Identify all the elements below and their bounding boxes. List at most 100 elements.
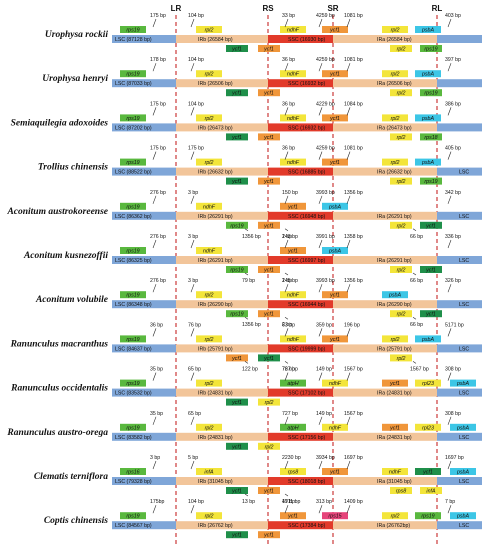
irb-label: IRb (25791 bp)	[198, 346, 233, 352]
irb-segment	[176, 521, 268, 530]
gene-label: ndhF	[203, 249, 216, 255]
gene-label: ycf1	[263, 135, 274, 141]
distance-label: 36 bp	[282, 101, 295, 107]
gene-box	[322, 202, 348, 210]
gene-box	[258, 310, 280, 318]
gene-label: psbA	[456, 425, 470, 431]
distance-label: 149 bp	[316, 367, 332, 373]
distance-arrow	[190, 416, 195, 425]
distance-label: 3 bp	[188, 234, 198, 240]
gene-box	[258, 221, 280, 229]
gene-box	[322, 114, 348, 122]
gene-box	[322, 468, 348, 475]
distance-label: 3 bp	[188, 278, 198, 284]
gene-box	[226, 442, 248, 450]
distance-label: 35 bp	[150, 367, 163, 373]
distance-arrow	[152, 328, 157, 337]
distance-arrow	[346, 416, 351, 425]
distance-arrow	[152, 63, 157, 72]
distance-arrow	[152, 372, 157, 381]
gene-label: ycf1	[263, 489, 274, 495]
distance-label: 4259 bp	[316, 57, 335, 63]
distance-arrow	[284, 416, 289, 425]
gene-label: ndhF	[287, 160, 300, 166]
ssc-label: SSC (16948 bp)	[288, 214, 325, 220]
gene-label: ycf1	[329, 72, 340, 78]
gene-label: ycf1	[231, 489, 242, 495]
distance-label: 2 bp	[282, 234, 292, 240]
species-row: Clematis terniflora LSC (79328 bp) IRb (31…	[34, 455, 482, 505]
gene-label: rps19	[126, 116, 139, 122]
lsc-label: LSC (87202 bp)	[115, 125, 152, 131]
lsc-end-segment	[437, 79, 482, 88]
gene-label: psbA	[388, 293, 402, 299]
distance-arrow	[190, 195, 195, 204]
gene-label: atpH	[287, 425, 298, 431]
gene-box	[390, 266, 412, 273]
species-row: Ranunculus austro-orega LSC (83582 bp) IRb…	[6, 411, 482, 450]
gene-box	[415, 379, 441, 387]
ira-label: IRa (26584 bp)	[377, 37, 412, 43]
gene-box	[120, 335, 146, 343]
gene-box	[196, 26, 222, 33]
ssc-segment	[268, 35, 333, 43]
distance-label: 336 bp	[445, 234, 461, 240]
gene-box	[390, 354, 412, 362]
gene-box	[382, 379, 408, 387]
distance-label: 727 bp	[282, 411, 298, 417]
gene-box	[382, 512, 408, 520]
gene-box	[280, 291, 306, 299]
irb-label: IRb (26584 bp)	[198, 37, 233, 43]
species-row: Coptis chinensis LSC (84567 bp) IRb (26762…	[44, 499, 482, 539]
distance-arrow	[346, 151, 351, 160]
ssc-segment	[268, 432, 333, 441]
gene-box	[420, 487, 442, 494]
gene-label: rpl2	[265, 444, 274, 450]
distance-arrow	[346, 18, 351, 28]
distance-label: 175 bp	[188, 146, 204, 152]
gene-box	[120, 114, 146, 122]
gene-box	[322, 158, 348, 166]
distance-label: 5 bp	[188, 455, 198, 461]
distance-arrow	[152, 460, 157, 470]
gene-box	[420, 310, 442, 318]
lsc-end-segment	[437, 300, 482, 309]
gene-box	[280, 158, 306, 166]
distance-label: 36 bp	[150, 322, 163, 328]
distance-label: 196 bp	[344, 322, 360, 328]
gene-box	[196, 291, 222, 299]
gene-label: ndhF	[389, 470, 402, 476]
distance-label: 727 bp	[282, 367, 298, 373]
gene-box	[420, 266, 442, 273]
gene-label: rps19	[126, 72, 139, 78]
gene-box	[280, 202, 306, 210]
gene-label: psbA	[421, 337, 435, 343]
gene-box	[390, 310, 412, 318]
distance-arrow	[190, 372, 195, 381]
distance-arrow	[346, 195, 351, 204]
gene-label: rps8	[288, 470, 298, 476]
lsc-segment	[112, 35, 176, 43]
gene-label: ycf1	[263, 179, 274, 185]
distance-arrow	[152, 505, 157, 514]
gene-box	[226, 487, 248, 494]
gene-label: ycf1	[263, 47, 274, 53]
lsc-end-segment	[437, 123, 482, 132]
distance-arrow	[346, 505, 351, 514]
lsc-label: LSC (86348 bp)	[115, 302, 152, 308]
ssc-segment	[268, 300, 333, 309]
irb-segment	[176, 300, 268, 309]
ira-label: IRa (26291 bp)	[377, 214, 412, 220]
gene-label: ycf1	[287, 514, 298, 520]
gene-label: ndhF	[329, 425, 342, 431]
gene-label: rps19	[126, 381, 139, 387]
gene-box	[420, 221, 442, 229]
lsc-end-label: LSC	[459, 435, 469, 441]
lsc-label: LSC (83532 bp)	[115, 391, 152, 397]
gene-box	[196, 423, 222, 431]
gene-box	[196, 512, 222, 520]
distance-label: 3 bp	[188, 190, 198, 196]
irb-segment	[176, 432, 268, 441]
gene-box	[322, 379, 348, 387]
gene-box	[382, 468, 408, 475]
